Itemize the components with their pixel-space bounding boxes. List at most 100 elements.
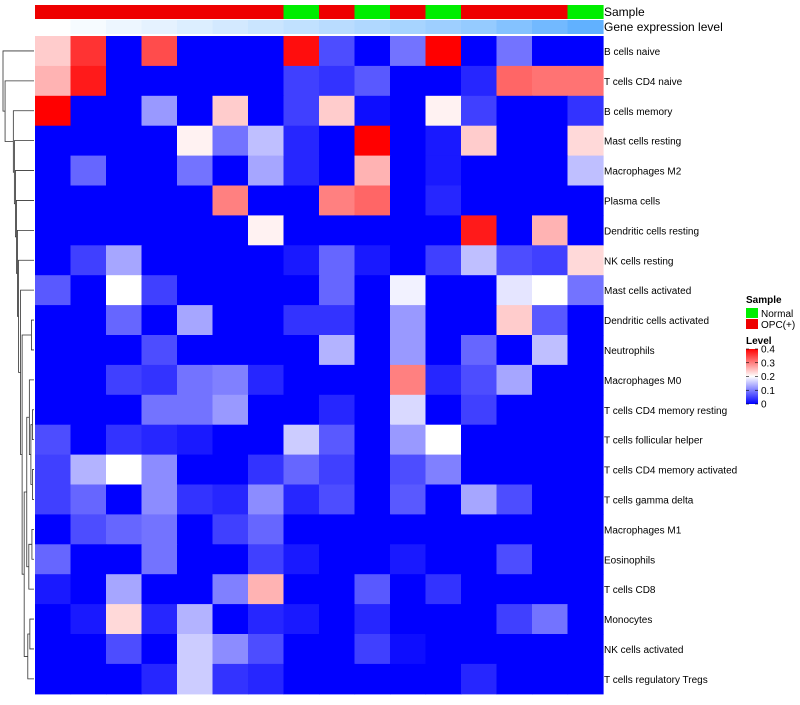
heatmap-cell (212, 514, 249, 545)
track-label-gene-expression: Gene expression level (604, 20, 723, 34)
row-label: B cells naive (604, 47, 661, 58)
heatmap-cell (70, 574, 107, 605)
heatmap-cell (354, 634, 391, 665)
heatmap-cell (70, 634, 107, 665)
heatmap-cell (390, 663, 427, 695)
heatmap-cell (567, 544, 604, 575)
row-label: T cells CD4 memory resting (604, 406, 727, 417)
dendrogram-branch (28, 543, 34, 590)
annotation-tracks (35, 5, 604, 34)
heatmap-cell (496, 424, 533, 456)
heatmap-cell (177, 215, 214, 246)
heatmap-cell (354, 364, 391, 396)
heatmap-cell (35, 155, 72, 187)
heatmap-cell (177, 155, 214, 187)
dendrogram-branch (29, 618, 34, 650)
heatmap-cell (461, 215, 498, 246)
heatmap-cell (354, 424, 391, 456)
heatmap-cell (354, 215, 391, 246)
row-label: Mast cells activated (604, 286, 691, 297)
heatmap-cell (319, 305, 356, 336)
heatmap-cell (496, 305, 533, 336)
heatmap-cell (35, 514, 72, 545)
heatmap-cell (283, 95, 320, 127)
heatmap-cell (461, 454, 498, 486)
heatmap-cell (532, 95, 569, 127)
heatmap-cell (177, 245, 214, 276)
heatmap-cell (35, 305, 72, 336)
heatmap-cell (248, 335, 285, 366)
heatmap-cell (319, 454, 356, 486)
heatmap-cell (177, 305, 214, 336)
heatmap-cell (283, 185, 320, 216)
heatmap-cell (141, 484, 178, 515)
heatmap-cell (248, 663, 285, 695)
heatmap-cell (70, 65, 107, 97)
heatmap-cell (70, 394, 107, 426)
row-label: T cells regulatory Tregs (604, 675, 708, 686)
row-label: B cells memory (604, 107, 672, 118)
expression-track-cell (248, 20, 285, 34)
heatmap-cell (35, 574, 72, 605)
sample-track-cell (212, 5, 249, 19)
heatmap-cell (248, 604, 285, 635)
expression-track-cell (354, 20, 391, 34)
heatmap-cell (354, 544, 391, 575)
heatmap-cell (532, 574, 569, 605)
heatmap-cell (177, 335, 214, 366)
heatmap-cell (496, 484, 533, 515)
heatmap-cell (319, 574, 356, 605)
heatmap-cell (177, 36, 214, 67)
heatmap-cell (461, 574, 498, 605)
heatmap-cell (319, 663, 356, 695)
heatmap-cell (141, 454, 178, 486)
heatmap-cell (106, 634, 143, 665)
heatmap-cell (70, 484, 107, 515)
heatmap-cell (248, 544, 285, 575)
heatmap-cell (496, 185, 533, 216)
heatmap-cell (425, 215, 462, 246)
legend-swatch-normal (746, 308, 758, 318)
heatmap-cell (496, 454, 533, 486)
heatmap-cell (212, 36, 249, 67)
heatmap-cell (283, 514, 320, 545)
heatmap-cell (248, 305, 285, 336)
heatmap-cell (532, 454, 569, 486)
heatmap-cell (354, 394, 391, 426)
heatmap-cell (106, 275, 143, 306)
heatmap-cell (141, 424, 178, 456)
heatmap-cell (141, 335, 178, 366)
heatmap-cell (425, 155, 462, 187)
heatmap-cell (106, 663, 143, 695)
heatmap-cell (141, 364, 178, 396)
heatmap-cell (390, 36, 427, 67)
heatmap-cell (461, 95, 498, 127)
heatmap-cell (532, 305, 569, 336)
expression-track-cell (212, 20, 249, 34)
heatmap-cell (212, 484, 249, 515)
heatmap-cell (248, 275, 285, 306)
heatmap-cell (106, 305, 143, 336)
heatmap-cell (354, 245, 391, 276)
heatmap-cell (319, 634, 356, 665)
row-label: Plasma cells (604, 196, 660, 207)
heatmap-cell (532, 604, 569, 635)
heatmap-cell (461, 275, 498, 306)
heatmap-cell (425, 36, 462, 67)
legend-level-tick-label: 0 (761, 400, 767, 411)
heatmap-cell (425, 364, 462, 396)
heatmap-cell (106, 454, 143, 486)
heatmap-cell (425, 394, 462, 426)
heatmap-cell (283, 454, 320, 486)
heatmap-cell (425, 125, 462, 157)
heatmap-cell (354, 275, 391, 306)
heatmap-cell (354, 155, 391, 187)
heatmap-cell (354, 484, 391, 515)
heatmap-cell (141, 544, 178, 575)
heatmap-cell (212, 155, 249, 187)
heatmap-cell (567, 215, 604, 246)
heatmap-cell (425, 335, 462, 366)
dendrogram-branch (15, 170, 34, 238)
heatmap-cell (532, 275, 569, 306)
